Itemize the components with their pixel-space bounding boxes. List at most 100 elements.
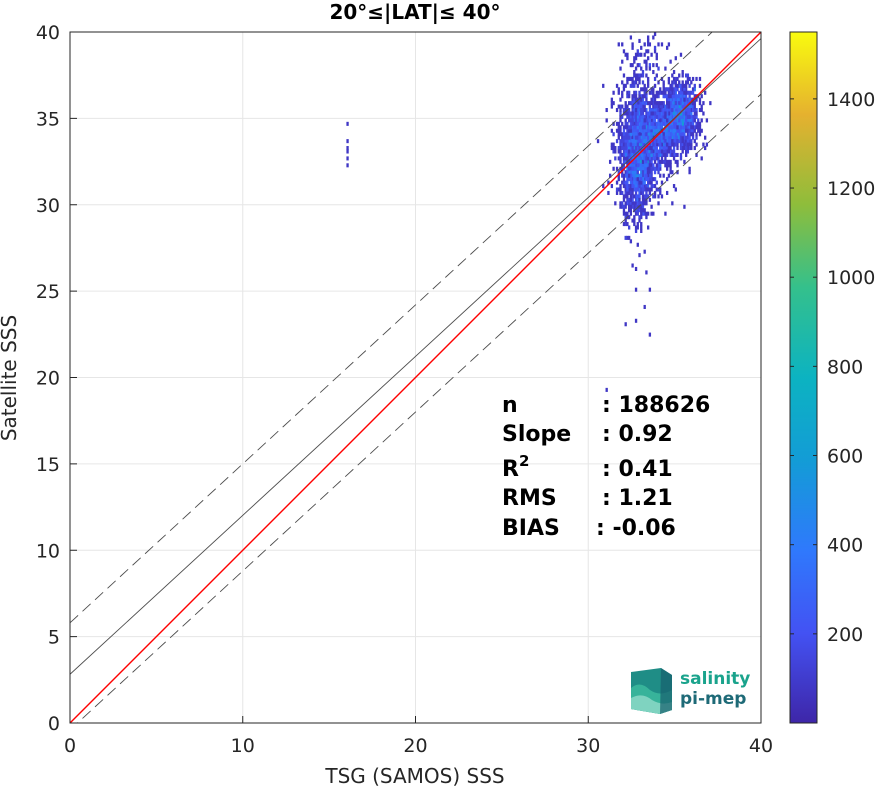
- heatmap-cell: [641, 108, 645, 113]
- heatmap-cell: [681, 139, 684, 144]
- heatmap-cell: [679, 101, 683, 106]
- heatmap-cell: [659, 118, 662, 123]
- heatmap-cell: [619, 128, 622, 133]
- heatmap-cell: [631, 132, 634, 137]
- heatmap-cell: [629, 121, 633, 126]
- heatmap-cell: [636, 225, 639, 230]
- heatmap-cell: [695, 76, 698, 81]
- heatmap-cell: [648, 197, 652, 202]
- heatmap-cell: [627, 204, 631, 209]
- heatmap-cell: [688, 170, 691, 175]
- heatmap-cell: [646, 101, 650, 106]
- heatmap-cell: [679, 128, 683, 133]
- heatmap-cell: [626, 173, 629, 178]
- heatmap-cell: [676, 152, 679, 157]
- heatmap-cell: [653, 32, 657, 37]
- heatmap-cell: [655, 128, 658, 133]
- heatmap-cell: [634, 52, 638, 57]
- heatmap-cell: [621, 146, 624, 151]
- heatmap-cell: [643, 149, 646, 154]
- heatmap-cell: [634, 149, 638, 154]
- heatmap-cell: [633, 204, 636, 209]
- heatmap-cell: [631, 83, 634, 88]
- heatmap-cell: [655, 63, 658, 68]
- heatmap-cell: [631, 152, 634, 157]
- heatmap-cell: [672, 97, 676, 102]
- heatmap-cell: [633, 90, 636, 95]
- stat-r2-base: R: [502, 457, 519, 482]
- heatmap-cell: [626, 135, 629, 140]
- heatmap-cell: [634, 211, 638, 216]
- stat-r2-value: : 0.41: [602, 457, 673, 482]
- heatmap-cell: [633, 70, 636, 75]
- heatmap-cell: [627, 215, 631, 220]
- heatmap-cell: [622, 173, 626, 178]
- heatmap-cell: [659, 90, 662, 95]
- heatmap-cell: [691, 87, 695, 92]
- heatmap-cell: [645, 73, 648, 78]
- heatmap-cell: [652, 63, 655, 68]
- heatmap-cell: [646, 76, 650, 81]
- heatmap-cell: [646, 225, 650, 230]
- heatmap-cell: [624, 121, 627, 126]
- heatmap-cell: [681, 132, 684, 137]
- heatmap-cell: [665, 94, 669, 99]
- heatmap-cell: [646, 35, 650, 40]
- heatmap-cell: [672, 101, 676, 106]
- heatmap-cell: [672, 94, 676, 99]
- heatmap-cell: [626, 80, 629, 85]
- heatmap-cell: [638, 190, 641, 195]
- heatmap-cell: [638, 187, 641, 192]
- heatmap-cell: [624, 139, 627, 144]
- x-tick-label: 20: [403, 735, 427, 757]
- line-1-1: [70, 32, 761, 723]
- heatmap-cell: [650, 132, 653, 137]
- heatmap-cell: [669, 121, 672, 126]
- heatmap-cell: [679, 90, 683, 95]
- heatmap-cell: [646, 42, 650, 47]
- heatmap-cell: [624, 111, 627, 116]
- heatmap-cell: [695, 114, 698, 119]
- heatmap-cell: [646, 118, 650, 123]
- heatmap-cell: [669, 97, 672, 102]
- heatmap-cell: [641, 197, 645, 202]
- heatmap-cell: [645, 94, 648, 99]
- stat-n-value: : 188626: [602, 393, 710, 418]
- heatmap-cell: [657, 156, 660, 161]
- heatmap-cell: [698, 76, 702, 81]
- heatmap-cell: [648, 101, 652, 106]
- heatmap-cell: [655, 121, 658, 126]
- heatmap-cell: [626, 235, 629, 240]
- heatmap-cell: [640, 139, 643, 144]
- heatmap-cell: [652, 94, 655, 99]
- heatmap-cell: [688, 118, 691, 123]
- heatmap-cell: [624, 104, 627, 109]
- heatmap-cell: [653, 166, 657, 171]
- heatmap-cell: [665, 190, 669, 195]
- heatmap-cell: [629, 170, 633, 175]
- heatmap-cell: [678, 118, 681, 123]
- heatmap-cell: [672, 125, 676, 130]
- heatmap-cell: [643, 304, 646, 309]
- heatmap-cell: [648, 114, 652, 119]
- heatmap-cell: [681, 70, 684, 75]
- heatmap-cell: [662, 87, 665, 92]
- heatmap-cell: [631, 101, 634, 106]
- heatmap-cell: [688, 146, 691, 151]
- heatmap-cell: [646, 135, 650, 140]
- heatmap-cell: [659, 132, 662, 137]
- heatmap-cell: [655, 149, 658, 154]
- heatmap-cell: [636, 177, 639, 182]
- heatmap-cell: [648, 90, 652, 95]
- heatmap-cell: [669, 166, 672, 171]
- heatmap-cell: [636, 83, 639, 88]
- heatmap-cell: [688, 104, 691, 109]
- heatmap-cell: [626, 190, 629, 195]
- heatmap-cell: [631, 156, 634, 161]
- stat-n-label: n: [502, 393, 518, 418]
- heatmap-cell: [641, 142, 645, 147]
- heatmap-cell: [690, 125, 693, 130]
- heatmap-cell: [619, 149, 622, 154]
- heatmap-cell: [638, 142, 641, 147]
- heatmap-cell: [674, 83, 677, 88]
